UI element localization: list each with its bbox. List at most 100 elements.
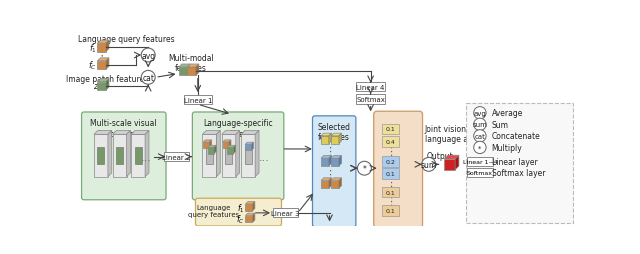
Polygon shape <box>94 135 108 177</box>
Circle shape <box>141 49 155 63</box>
Polygon shape <box>252 213 255 223</box>
Text: ⋮: ⋮ <box>324 169 335 179</box>
Polygon shape <box>97 41 109 44</box>
Polygon shape <box>321 136 329 144</box>
Circle shape <box>358 162 371 176</box>
FancyBboxPatch shape <box>382 205 399 216</box>
Polygon shape <box>202 135 216 177</box>
Text: avg: avg <box>474 110 486 116</box>
Polygon shape <box>108 131 112 177</box>
Polygon shape <box>145 131 149 177</box>
Circle shape <box>474 142 486 154</box>
Polygon shape <box>329 134 332 144</box>
Polygon shape <box>252 202 255 211</box>
Text: cat: cat <box>474 133 485 139</box>
Polygon shape <box>329 156 332 166</box>
Text: Softmax layer: Softmax layer <box>492 169 545 178</box>
Polygon shape <box>196 65 199 76</box>
Text: Linear 4: Linear 4 <box>356 84 385 90</box>
FancyBboxPatch shape <box>184 96 212 105</box>
Text: *: * <box>362 164 366 173</box>
FancyBboxPatch shape <box>81 113 166 200</box>
Text: Language-specific
offsets: Language-specific offsets <box>204 119 273 138</box>
FancyBboxPatch shape <box>382 156 399 167</box>
Polygon shape <box>234 146 236 154</box>
Polygon shape <box>245 145 252 151</box>
Polygon shape <box>97 44 106 52</box>
Polygon shape <box>444 159 455 170</box>
Polygon shape <box>236 131 239 177</box>
Text: Softmax: Softmax <box>467 171 493 176</box>
Text: Linear 1: Linear 1 <box>184 97 212 103</box>
Text: ⋮: ⋮ <box>385 147 396 157</box>
FancyBboxPatch shape <box>356 95 385 104</box>
Polygon shape <box>245 142 253 145</box>
Text: Concatenate: Concatenate <box>492 132 540 141</box>
FancyBboxPatch shape <box>382 124 399 135</box>
Polygon shape <box>131 135 145 177</box>
Polygon shape <box>321 134 332 136</box>
Text: 0.4: 0.4 <box>386 139 396 144</box>
Circle shape <box>474 107 486 119</box>
Text: Linear layer: Linear layer <box>492 157 537 166</box>
Polygon shape <box>331 134 342 136</box>
Polygon shape <box>252 142 253 151</box>
FancyBboxPatch shape <box>164 152 189 162</box>
Polygon shape <box>127 131 131 177</box>
Polygon shape <box>244 147 252 164</box>
Text: Output: Output <box>427 151 454 160</box>
Polygon shape <box>321 156 332 158</box>
Polygon shape <box>206 147 213 164</box>
FancyBboxPatch shape <box>312 116 356 227</box>
Polygon shape <box>227 146 236 148</box>
Polygon shape <box>329 178 332 188</box>
Polygon shape <box>204 142 209 149</box>
Polygon shape <box>229 140 231 149</box>
Polygon shape <box>97 61 106 70</box>
Polygon shape <box>113 135 127 177</box>
Text: 0.1: 0.1 <box>386 208 396 213</box>
Text: Joint vision-
language attention: Joint vision- language attention <box>425 124 499 143</box>
FancyBboxPatch shape <box>382 136 399 147</box>
Polygon shape <box>113 131 131 135</box>
Circle shape <box>474 130 486 142</box>
Circle shape <box>422 158 436 172</box>
Text: ⋮: ⋮ <box>95 50 108 63</box>
Text: ⋮: ⋮ <box>385 196 396 206</box>
Polygon shape <box>241 135 255 177</box>
Text: avg: avg <box>141 51 156 60</box>
Text: cat: cat <box>142 74 154 83</box>
Polygon shape <box>339 156 342 166</box>
Polygon shape <box>188 68 196 76</box>
FancyBboxPatch shape <box>356 83 385 92</box>
Polygon shape <box>222 131 239 135</box>
Text: $f_1$: $f_1$ <box>89 42 97 54</box>
Polygon shape <box>179 65 190 68</box>
FancyBboxPatch shape <box>374 112 422 228</box>
Text: ⋮: ⋮ <box>324 147 335 157</box>
Polygon shape <box>255 131 259 177</box>
Text: Linear 2: Linear 2 <box>162 154 190 160</box>
Text: Language
query features: Language query features <box>188 204 239 217</box>
Polygon shape <box>216 131 220 177</box>
Polygon shape <box>331 158 339 166</box>
Polygon shape <box>331 156 342 158</box>
Polygon shape <box>455 155 459 170</box>
Polygon shape <box>331 136 339 144</box>
Polygon shape <box>246 213 255 216</box>
Polygon shape <box>116 147 123 164</box>
Polygon shape <box>208 146 216 148</box>
Text: 0.1: 0.1 <box>386 171 396 176</box>
Text: ...: ... <box>259 152 270 162</box>
Polygon shape <box>106 59 109 70</box>
FancyBboxPatch shape <box>193 113 284 200</box>
Polygon shape <box>339 134 342 144</box>
FancyBboxPatch shape <box>467 169 493 178</box>
Polygon shape <box>97 79 109 82</box>
Polygon shape <box>339 178 342 188</box>
Polygon shape <box>321 181 329 188</box>
Polygon shape <box>106 79 109 91</box>
Polygon shape <box>97 82 106 91</box>
Polygon shape <box>204 140 212 142</box>
Polygon shape <box>97 59 109 61</box>
